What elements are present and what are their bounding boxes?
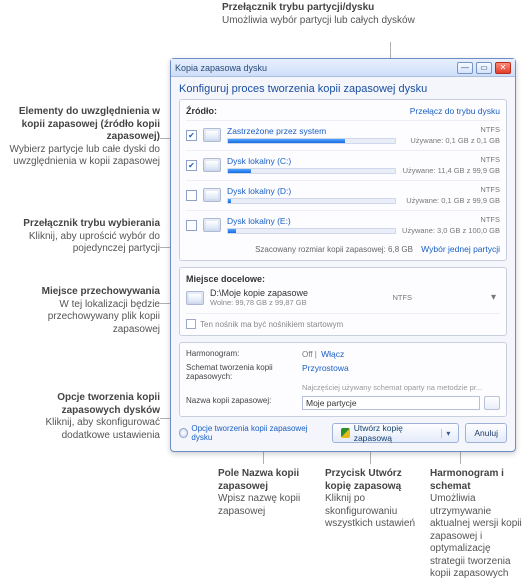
name-label: Nazwa kopii zapasowej:: [186, 396, 296, 410]
bootable-label: Ten nośnik ma być nośnikiem startowym: [200, 320, 343, 329]
maximize-button[interactable]: ▭: [476, 62, 492, 74]
fs-format: NTFS: [402, 125, 500, 134]
scheme-desc: Najczęściej używany schemat oparty na me…: [302, 383, 500, 392]
partition-name: Dysk lokalny (D:): [227, 186, 396, 196]
callout-b2-desc: Kliknij po skonfigurowaniu wszystkich us…: [325, 493, 420, 531]
disk-icon: [203, 188, 221, 202]
disk-mode-link[interactable]: Przełącz do trybu dysku: [410, 106, 500, 116]
source-group: Źródło: Przełącz do trybu dysku ✔ Zastrz…: [179, 99, 507, 261]
options-group: Harmonogram: Off | Włącz Schemat tworzen…: [179, 342, 507, 417]
schedule-value: Off | Włącz: [302, 349, 500, 359]
callout-left4-desc: Kliknij, aby skonfigurować dodatkowe ust…: [2, 417, 160, 442]
dest-path: D:\Moje kopie zapasowe: [210, 288, 308, 298]
disk-backup-options-link[interactable]: Opcje tworzenia kopii zapasowej dysku: [179, 424, 320, 442]
callout-b1-desc: Wpisz nazwę kopii zapasowej: [218, 493, 313, 518]
partition-name: Dysk lokalny (C:): [227, 156, 396, 166]
usage-text: Używane: 0,1 GB z 99,9 GB: [402, 196, 500, 205]
shield-icon: [341, 428, 350, 438]
checkbox-icon[interactable]: [186, 190, 197, 201]
callout-left1-desc: Wybierz partycje lub całe dyski do uwzgl…: [2, 144, 160, 169]
callout-b3-title: Harmonogram i schemat: [430, 468, 526, 493]
minimize-button[interactable]: —: [457, 62, 473, 74]
source-label: Źródło:: [186, 106, 217, 116]
callout-left4-title: Opcje tworzenia kopii zapasowych dysków: [2, 392, 160, 417]
callout-top-desc: Umożliwia wybór partycji lub całych dysk…: [222, 15, 422, 28]
chevron-down-icon[interactable]: ▾: [441, 429, 450, 438]
partition-row[interactable]: Dysk lokalny (E:) NTFS Używane: 3,0 GB z…: [186, 210, 500, 240]
usage-bar: [227, 168, 396, 174]
callout-left2-desc: Kliknij, aby uprościć wybór do pojedyncz…: [2, 231, 160, 256]
checkbox-icon[interactable]: ✔: [186, 130, 197, 141]
partition-name: Dysk lokalny (E:): [227, 216, 396, 226]
titlebar: Kopia zapasowa dysku — ▭ ✕: [171, 59, 515, 77]
disk-icon: [203, 158, 221, 172]
scheme-value-link[interactable]: Przyrostowa: [302, 363, 500, 381]
fs-format: NTFS: [402, 215, 500, 224]
usage-bar: [227, 228, 396, 234]
close-button[interactable]: ✕: [495, 62, 511, 74]
create-backup-button[interactable]: Utwórz kopię zapasową ▾: [332, 423, 460, 443]
window-title: Kopia zapasowa dysku: [175, 63, 267, 73]
bootable-checkbox[interactable]: [186, 319, 196, 329]
checkbox-icon[interactable]: [186, 220, 197, 231]
estimated-size: Szacowany rozmiar kopii zapasowej: 6,8 G…: [255, 245, 413, 254]
checkbox-icon[interactable]: ✔: [186, 160, 197, 171]
schedule-label: Harmonogram:: [186, 349, 296, 359]
partition-row[interactable]: ✔ Dysk lokalny (C:) NTFS Używane: 11,4 G…: [186, 150, 500, 180]
usage-text: Używane: 3,0 GB z 100,0 GB: [402, 226, 500, 235]
callout-b2-title: Przycisk Utwórz kopię zapasową: [325, 468, 420, 493]
gear-icon: [179, 428, 188, 438]
usage-bar: [227, 198, 396, 204]
callout-left3-title: Miejsce przechowywania: [2, 286, 160, 299]
backup-name-input[interactable]: [302, 396, 480, 410]
browse-button[interactable]: [484, 396, 500, 410]
schedule-enable-link[interactable]: Włącz: [321, 349, 344, 359]
partition-row[interactable]: ✔ Zastrzeżone przez system NTFS Używane:…: [186, 120, 500, 150]
chevron-down-icon[interactable]: ▾: [487, 290, 500, 305]
callout-left3-desc: W tej lokalizacji będzie przechowywany p…: [2, 299, 160, 337]
disk-icon: [203, 128, 221, 142]
dest-free: Wolne: 99,78 GB z 99,87 GB: [210, 298, 308, 307]
fs-format: NTFS: [402, 185, 500, 194]
callout-left2-title: Przełącznik trybu wybierania: [2, 218, 160, 231]
partition-name: Zastrzeżone przez system: [227, 126, 396, 136]
destination-row[interactable]: D:\Moje kopie zapasowe Wolne: 99,78 GB z…: [186, 288, 500, 307]
disk-icon: [203, 218, 221, 232]
callout-b3-desc: Umożliwia utrzymywanie aktualnej wersji …: [430, 493, 526, 581]
backup-window: Kopia zapasowa dysku — ▭ ✕ Konfiguruj pr…: [170, 58, 516, 452]
single-partition-link[interactable]: Wybór jednej partycji: [421, 244, 500, 254]
dest-fmt: NTFS: [314, 293, 412, 302]
page-heading: Konfiguruj proces tworzenia kopii zapaso…: [179, 83, 507, 95]
callout-top-title: Przełącznik trybu partycji/dysku: [222, 2, 422, 15]
usage-text: Używane: 11,4 GB z 99,9 GB: [402, 166, 500, 175]
callout-b1-title: Pole Nazwa kopii zapasowej: [218, 468, 313, 493]
usage-bar: [227, 138, 396, 144]
cancel-button[interactable]: Anuluj: [465, 423, 507, 443]
destination-label: Miejsce docelowe:: [186, 274, 265, 284]
disk-icon: [186, 291, 204, 305]
scheme-label: Schemat tworzenia kopii zapasowych:: [186, 363, 296, 381]
callout-left1-title: Elementy do uwzględnienia w kopii zapaso…: [2, 106, 160, 144]
partition-row[interactable]: Dysk lokalny (D:) NTFS Używane: 0,1 GB z…: [186, 180, 500, 210]
fs-format: NTFS: [402, 155, 500, 164]
usage-text: Używane: 0,1 GB z 0,1 GB: [402, 136, 500, 145]
destination-group: Miejsce docelowe: D:\Moje kopie zapasowe…: [179, 267, 507, 336]
